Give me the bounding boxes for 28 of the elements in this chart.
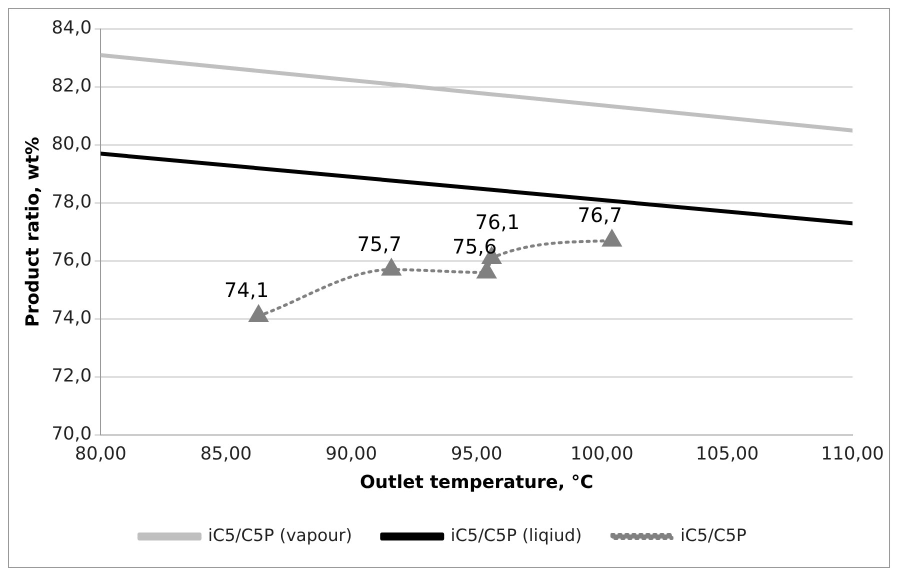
y-tick-label: 84,0 [52,18,92,39]
x-tick-label: 90,00 [326,443,378,464]
legend-label: iC5/C5P [680,526,747,546]
y-axis-title: Product ratio, wt% [22,136,44,328]
point [602,230,622,247]
x-tick-label: 110,00 [821,443,884,464]
y-tick-label: 80,0 [52,134,92,155]
data-label: 76,1 [475,210,520,234]
y-tick-label: 78,0 [52,192,92,213]
x-tick-label: 105,00 [696,443,759,464]
data-label: 75,7 [357,232,402,256]
legend-label: iC5/C5P (liqiud) [450,526,582,546]
x-tick-label: 95,00 [450,443,502,464]
y-tick-label: 72,0 [52,366,92,386]
x-axis-title: Outlet temperature, °C [360,472,594,493]
x-tick-label: 80,00 [74,443,126,464]
point [382,259,401,276]
x-tick-label: 85,00 [200,443,252,464]
y-tick-label: 82,0 [52,76,92,97]
y-tick-label: 76,0 [52,250,92,271]
data-label: 75,6 [452,234,497,259]
y-tick-label: 70,0 [52,423,92,444]
data-label: 74,1 [224,278,269,302]
legend-label: iC5/C5P (vapour) [208,526,352,546]
y-tick-label: 74,0 [52,308,92,329]
x-tick-label: 100,00 [570,443,634,464]
data-label: 76,7 [578,202,622,227]
point [249,305,268,322]
